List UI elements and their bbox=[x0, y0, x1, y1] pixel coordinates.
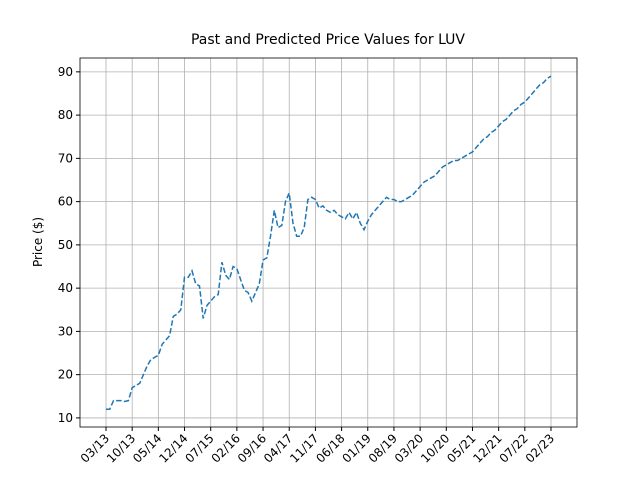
x-tick-label: 10/13 bbox=[104, 431, 138, 465]
x-tick-label: 09/16 bbox=[235, 431, 269, 465]
x-tick-label: 02/16 bbox=[209, 431, 243, 465]
y-tick-label: 30 bbox=[58, 324, 73, 338]
x-tick-label: 03/13 bbox=[78, 431, 112, 465]
x-tick-label: 11/17 bbox=[287, 431, 321, 465]
x-tick-label: 01/19 bbox=[340, 431, 374, 465]
y-tick-label: 20 bbox=[58, 368, 73, 382]
x-tick-label: 12/21 bbox=[470, 431, 504, 465]
x-tick-label: 05/14 bbox=[130, 431, 164, 465]
y-tick-label: 90 bbox=[58, 65, 73, 79]
x-tick-label: 04/17 bbox=[261, 431, 295, 465]
x-tick-label: 08/19 bbox=[366, 431, 400, 465]
price-line bbox=[106, 75, 552, 411]
x-tick-label: 12/14 bbox=[156, 431, 190, 465]
plot-frame bbox=[79, 57, 578, 428]
x-tick-label: 05/21 bbox=[444, 431, 478, 465]
x-tick-label: 02/23 bbox=[523, 431, 557, 465]
y-tick-label: 80 bbox=[58, 108, 73, 122]
chart-title: Past and Predicted Price Values for LUV bbox=[191, 32, 465, 48]
x-tick-label: 03/20 bbox=[392, 431, 426, 465]
y-tick-label: 10 bbox=[58, 411, 73, 425]
x-tick-label: 10/20 bbox=[418, 431, 452, 465]
y-tick-label: 60 bbox=[58, 195, 73, 209]
y-axis-label: Price ($) bbox=[31, 217, 45, 267]
y-tick-label: 70 bbox=[58, 151, 73, 165]
x-tick-label: 06/18 bbox=[313, 431, 347, 465]
x-tick-label: 07/22 bbox=[497, 431, 531, 465]
y-tick-label: 50 bbox=[58, 238, 73, 252]
x-tick-label: 07/15 bbox=[182, 431, 216, 465]
y-tick-label: 40 bbox=[58, 281, 73, 295]
